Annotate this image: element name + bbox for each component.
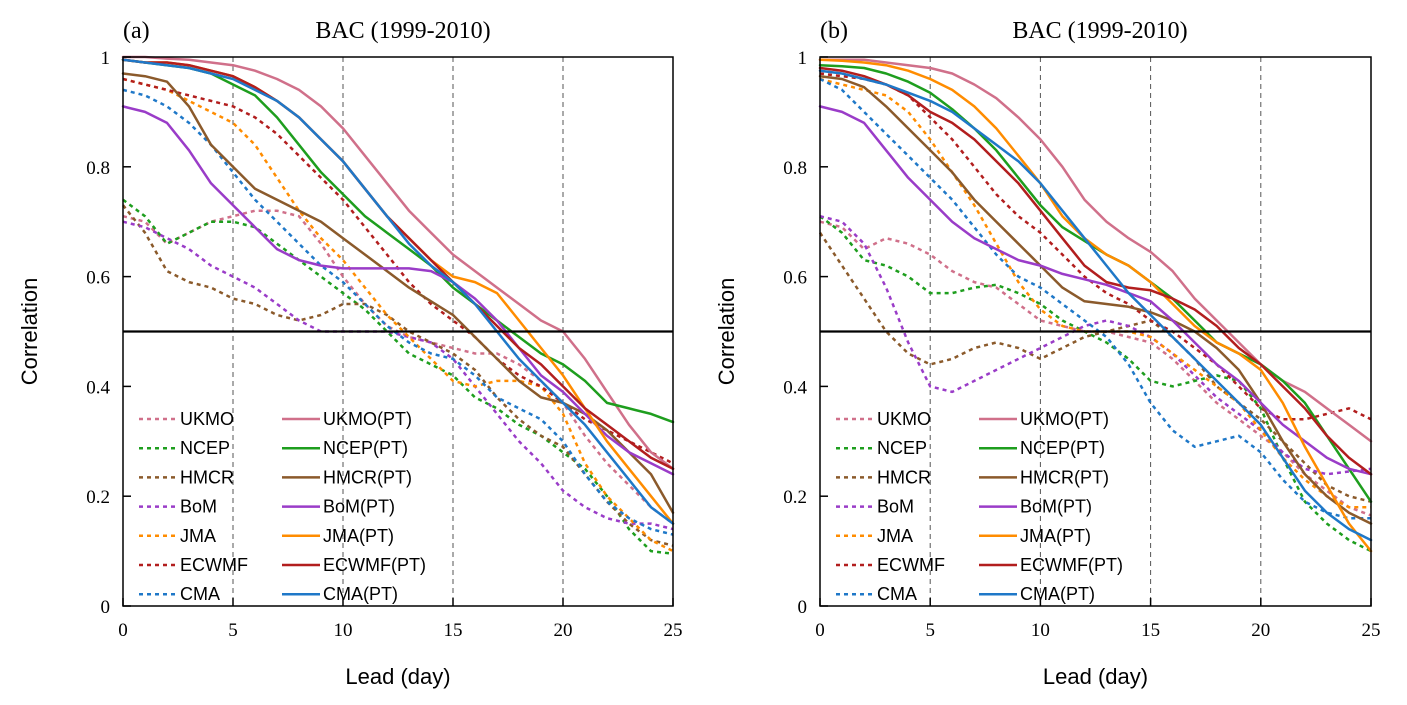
legend-label: ECWMF <box>180 555 248 575</box>
series-line <box>819 215 1372 553</box>
chart-title: BAC (1999-2010) <box>1012 18 1187 44</box>
legend-label: UKMO <box>877 409 931 429</box>
y-tick-label: 1 <box>101 48 111 69</box>
legend-label: JMA(PT) <box>323 526 394 546</box>
legend-label: UKMO(PT) <box>1020 409 1109 429</box>
chart-title: BAC (1999-2010) <box>315 18 490 44</box>
legend-label: HMCR <box>877 467 931 487</box>
y-tick-label: 0.4 <box>86 377 110 398</box>
legend-label: HMCR(PT) <box>1020 467 1109 487</box>
series-line <box>121 55 675 471</box>
legend-label: NCEP <box>180 438 230 458</box>
x-tick-label: 10 <box>1031 620 1050 641</box>
x-tick-label: 25 <box>1362 620 1381 641</box>
series-line <box>121 72 675 514</box>
y-tick-label: 0.8 <box>86 158 110 179</box>
x-tick-label: 5 <box>228 620 238 641</box>
series-line <box>122 77 674 553</box>
series-line <box>121 58 675 525</box>
x-tick-label: 5 <box>925 620 935 641</box>
series-line <box>121 58 675 471</box>
legend-label: CMA(PT) <box>1020 584 1095 604</box>
panel-a: 0 5 10 15 20 25 0 0.2 0.4 0.6 0.8 1 Lead (day) Correl… <box>17 18 683 689</box>
series-line <box>122 220 674 531</box>
legend: UKMO NCEP HMCR BoM JMA ECWMF CMA UKMO(PT) NCEP(P… <box>836 409 1123 604</box>
x-axis-label: Lead (day) <box>345 664 450 689</box>
series-line <box>818 74 1373 525</box>
y-tick-label: 0.2 <box>783 487 807 508</box>
series-line <box>818 69 1373 542</box>
x-tick-label: 20 <box>1251 620 1270 641</box>
x-tick-label: 20 <box>554 620 573 641</box>
legend-label: ECWMF <box>877 555 945 575</box>
y-tick-label: 0.2 <box>86 487 110 508</box>
y-tick-label: 0.4 <box>783 377 807 398</box>
x-tick-label: 10 <box>334 620 353 641</box>
panel-label: (a) <box>123 18 150 44</box>
legend: UKMO NCEP HMCR BoM JMA ECWMF CMA UKMO(PT) NCEP(P… <box>139 409 426 604</box>
legend-label: CMA(PT) <box>323 584 398 604</box>
legend-label: JMA <box>877 526 913 546</box>
legend-label: BoM <box>180 497 217 517</box>
series-line <box>819 214 1372 476</box>
panel-b: 0 5 10 15 20 25 0 0.2 0.4 0.6 0.8 1 Lead (day) Correl… <box>714 18 1381 689</box>
legend-label: JMA <box>180 526 216 546</box>
series-line <box>818 66 1373 476</box>
y-tick-label: 0 <box>798 597 808 618</box>
y-tick-label: 0.6 <box>86 268 110 289</box>
plot-frame <box>819 56 1372 607</box>
x-tick-label: 0 <box>118 620 128 641</box>
y-tick-label: 0.6 <box>783 268 807 289</box>
legend-label: CMA <box>180 584 220 604</box>
plot-frame <box>122 56 674 607</box>
panel-label: (b) <box>820 18 848 44</box>
y-axis-label: Correlation <box>17 278 42 386</box>
x-tick-label: 15 <box>1141 620 1160 641</box>
legend-label: BoM(PT) <box>323 497 395 517</box>
legend-label: CMA <box>877 584 917 604</box>
y-tick-label: 0.8 <box>783 158 807 179</box>
legend-label: HMCR(PT) <box>323 467 412 487</box>
series-line <box>818 232 1372 503</box>
legend-label: NCEP(PT) <box>1020 438 1105 458</box>
x-tick-label: 15 <box>444 620 463 641</box>
x-axis-label: Lead (day) <box>1043 664 1148 689</box>
legend-label: ECWMF(PT) <box>323 555 426 575</box>
y-tick-label: 0 <box>101 597 111 618</box>
x-tick-label: 25 <box>664 620 683 641</box>
legend-label: UKMO <box>180 409 234 429</box>
legend-label: BoM(PT) <box>1020 497 1092 517</box>
series-line <box>819 77 1371 520</box>
series-line <box>818 63 1373 503</box>
legend-label: UKMO(PT) <box>323 409 412 429</box>
legend-label: JMA(PT) <box>1020 526 1091 546</box>
x-tick-label: 0 <box>815 620 825 641</box>
legend-label: HMCR <box>180 467 234 487</box>
series-line <box>818 58 1373 553</box>
series-line <box>122 204 674 547</box>
series-line <box>122 198 674 556</box>
legend-label: ECWMF(PT) <box>1020 555 1123 575</box>
series-line <box>818 105 1373 476</box>
legend-label: NCEP <box>877 438 927 458</box>
legend-label: BoM <box>877 497 914 517</box>
y-tick-label: 1 <box>798 48 808 69</box>
legend-label: NCEP(PT) <box>323 438 408 458</box>
series-line <box>121 105 675 476</box>
y-axis-label: Correlation <box>714 278 739 386</box>
